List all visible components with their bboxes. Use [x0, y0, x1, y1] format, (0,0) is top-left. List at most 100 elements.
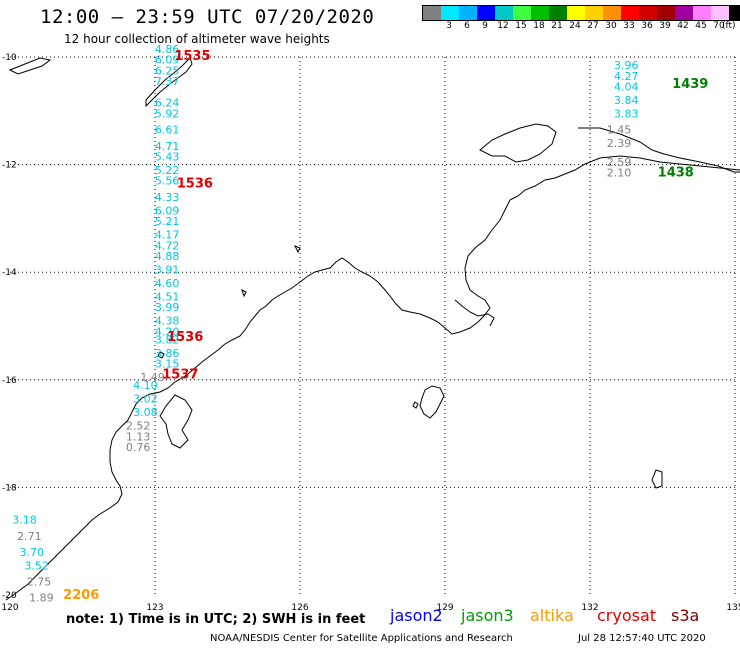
wave-height-value: 3.83: [614, 107, 639, 120]
legend-swatch: [495, 6, 513, 20]
lon-tick-label: 132: [581, 603, 598, 613]
wave-height-value: 4.71: [155, 140, 180, 153]
mission-altika: altika: [530, 606, 574, 625]
coastline-island-small-1: [412, 401, 419, 409]
legend-label: 27: [587, 21, 599, 31]
wave-height-value: 4.10: [133, 379, 158, 392]
wave-height-value: 0.76: [126, 441, 151, 454]
coastline-island-small-5: [241, 289, 247, 298]
wave-height-value: 5.22: [155, 164, 180, 177]
lat-tick-label: -10: [2, 53, 17, 63]
mission-jason3: jason3: [461, 606, 514, 625]
wave-height-value: 5.43: [155, 151, 180, 164]
credit-text: NOAA/NESDIS Center for Satellite Applica…: [210, 633, 513, 644]
wave-height-value: 3.15: [155, 358, 180, 371]
legend-label: 15: [515, 21, 527, 31]
legend-label: 42: [677, 21, 689, 31]
wave-height-value: 3.86: [155, 347, 180, 360]
wave-height-value: 2.52: [126, 420, 151, 433]
mission-s3a: s3a: [671, 606, 700, 625]
wave-height-value: 3.18: [12, 514, 37, 527]
mission-cryosat: cryosat: [597, 606, 657, 625]
wave-height-value: 4.72: [155, 239, 180, 252]
wave-height-value: 4.17: [155, 229, 180, 242]
color-legend: [422, 5, 740, 21]
lat-tick-label: -16: [2, 376, 17, 386]
lat-lon-grid: [10, 56, 736, 595]
legend-swatch: [675, 6, 693, 20]
lon-tick-label: 126: [291, 603, 308, 613]
legend-swatch: [603, 6, 621, 20]
footer-note: note: 1) Time is in UTC; 2) SWH is in fe…: [66, 612, 366, 627]
wave-height-value: 4.51: [155, 290, 180, 303]
legend-swatch: [621, 6, 639, 20]
wave-height-value: 3.52: [24, 559, 49, 572]
pass-time-label: 1537: [162, 367, 198, 382]
legend-label: 33: [623, 21, 635, 31]
legend-label: 18: [533, 21, 545, 31]
legend-swatch: [531, 6, 549, 20]
coastline-timor: [8, 57, 52, 75]
axis-labels: -10 -12 -14 -16 -18 -20 120 123 126 129 132 135: [1, 53, 740, 613]
wave-height-value: 4.60: [155, 277, 180, 290]
legend-label: 45: [695, 21, 707, 31]
legend-label: 6: [464, 21, 470, 31]
legend-label: 70: [713, 21, 725, 31]
lat-tick-label: -14: [2, 268, 17, 278]
legend-unit: (ft): [722, 21, 736, 31]
wave-height-value: 4.20: [155, 325, 180, 338]
legend-swatch: [459, 6, 477, 20]
lat-tick-label: -12: [2, 161, 17, 171]
legend-label: 3: [446, 21, 452, 31]
pass-time-label: 2206: [63, 588, 99, 603]
wave-height-value: 2.59: [607, 156, 632, 169]
wave-height-value: 2.39: [607, 137, 632, 150]
lat-tick-label: -18: [2, 483, 17, 493]
coastline: [5, 57, 740, 601]
pass-time-label: 1535: [174, 49, 210, 64]
wave-height-value: 2.71: [17, 530, 42, 543]
wave-height-value: 6.24: [155, 97, 180, 110]
legend-swatch: [585, 6, 603, 20]
legend-label: 39: [659, 21, 671, 31]
wave-height-value: 1.89: [29, 592, 54, 605]
wave-height-value: 3.91: [155, 264, 180, 277]
wave-height-value: 3.84: [614, 94, 639, 107]
coastline-island-small-3: [157, 351, 165, 359]
legend-swatch: [423, 6, 441, 20]
legend-label: 12: [497, 21, 509, 31]
legend-swatch: [693, 6, 711, 20]
pass-time-label: 1536: [167, 330, 203, 345]
wave-height-value: 2.10: [607, 167, 632, 180]
wave-height-value: 3.70: [20, 546, 45, 559]
legend-swatch: [441, 6, 459, 20]
wave-height-value: 4.88: [155, 250, 180, 263]
legend-swatch: [639, 6, 657, 20]
wave-height-value: 7.37: [155, 75, 180, 88]
wave-height-value: 3.02: [133, 393, 158, 406]
legend-swatch: [657, 6, 675, 20]
coastline-island-small-4: [293, 245, 301, 254]
pass-time-label: 1439: [672, 77, 708, 92]
color-legend-labels: 3 6 9 12 15 18 21 24 27 30 33 36 39 42 45 70 (ft): [422, 21, 740, 33]
wave-height-value: 4.33: [155, 191, 180, 204]
pass-time-label: 1438: [658, 166, 694, 181]
coastline-island-gulf: [419, 385, 445, 419]
wave-height-value: 4.04: [614, 81, 639, 94]
coastline-north-australia: [5, 155, 740, 601]
wave-height-value: 5.56: [155, 175, 180, 188]
wave-height-value: 5.21: [155, 215, 180, 228]
wave-height-value: 1.49: [140, 371, 165, 384]
coastline-kimberley-inlet: [159, 394, 193, 449]
wave-height-value: 6.25: [155, 64, 180, 77]
wave-height-value: 3.96: [614, 59, 639, 72]
wave-height-value: 1.13: [126, 430, 151, 443]
coastline-island-small-2: [651, 469, 663, 489]
legend-swatch: [729, 6, 740, 20]
wave-height-value: 4.86: [155, 43, 180, 56]
legend-swatch: [513, 6, 531, 20]
lon-tick-label: 135: [726, 603, 740, 613]
legend-label: 21: [551, 21, 563, 31]
legend-swatch: [567, 6, 585, 20]
